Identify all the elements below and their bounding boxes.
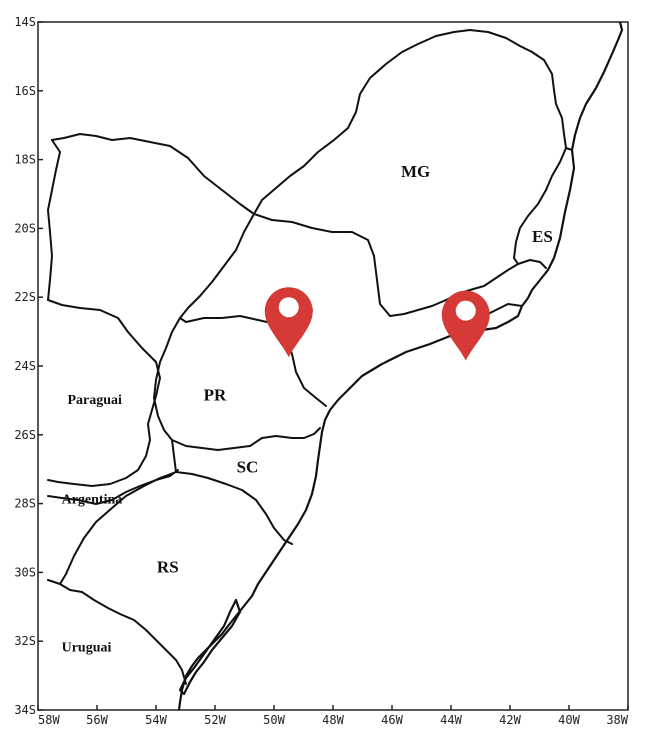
lon-tick-label: 52W <box>204 713 226 727</box>
lat-tick-label: 28S <box>14 497 36 511</box>
state-label-rs: RS <box>157 557 179 576</box>
lat-tick-label: 26S <box>14 428 36 442</box>
map-frame <box>37 21 629 711</box>
lat-tick-label: 22S <box>14 290 36 304</box>
lon-tick-label: 46W <box>381 713 403 727</box>
state-border-es <box>513 147 567 265</box>
lat-tick-label: 18S <box>14 153 36 167</box>
state-label-es: ES <box>532 227 553 246</box>
international-border <box>47 139 61 301</box>
sp-location-pin-icon <box>264 287 313 358</box>
country-label-uruguai: Uruguai <box>62 641 112 656</box>
state-border-mg <box>253 29 573 215</box>
rj-location-pin-icon <box>441 290 490 361</box>
lat-tick-label: 20S <box>14 221 36 235</box>
markers <box>264 287 490 361</box>
state-border-sp <box>179 213 327 407</box>
lon-tick-label: 58W <box>38 713 60 727</box>
coastline <box>177 21 624 711</box>
lagoon <box>178 598 242 696</box>
lat-tick-label: 24S <box>14 359 36 373</box>
country-label-paraguai: Paraguai <box>68 393 123 408</box>
lat-tick-label: 30S <box>14 565 36 579</box>
country-label-argentina: Argentina <box>62 493 123 508</box>
lon-tick-label: 50W <box>263 713 285 727</box>
lon-tick-label: 48W <box>322 713 344 727</box>
lat-tick-label: 14S <box>14 15 36 29</box>
lon-tick-label: 40W <box>558 713 580 727</box>
lon-tick-label: 56W <box>86 713 108 727</box>
state-border-pr <box>153 317 321 451</box>
state-border-rs <box>59 471 177 585</box>
state-border-sc <box>171 439 293 545</box>
lon-tick-label: 54W <box>145 713 167 727</box>
lat-tick-label: 32S <box>14 634 36 648</box>
lat-tick-label: 16S <box>14 84 36 98</box>
lat-tick-label: 34S <box>14 703 36 717</box>
state-label-sc: SC <box>237 458 259 477</box>
lon-tick-label: 38W <box>606 713 628 727</box>
lon-tick-label: 42W <box>499 713 521 727</box>
boundaries <box>47 21 624 711</box>
state-label-pr: PR <box>204 385 227 404</box>
lon-tick-label: 44W <box>440 713 462 727</box>
country-labels: Paraguai Argentina Uruguai <box>62 393 123 656</box>
state-label-mg: MG <box>401 162 430 181</box>
